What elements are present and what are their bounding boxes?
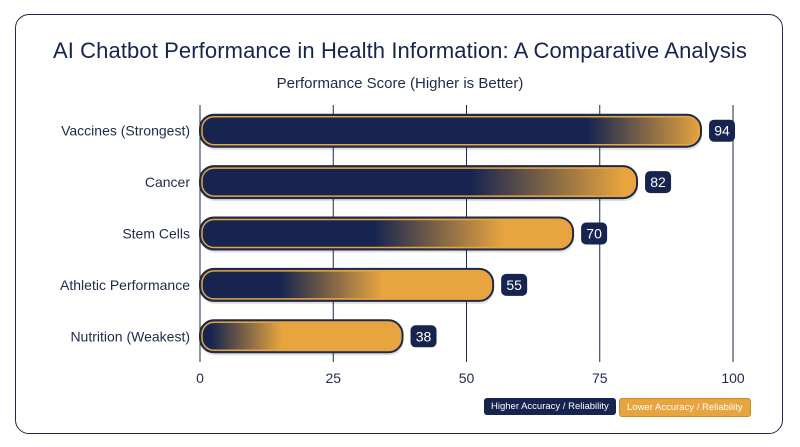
bar-highlight [201, 115, 700, 146]
value-badge [581, 222, 608, 245]
data-label: 55 [506, 277, 522, 293]
x-tick-label: 25 [325, 370, 341, 386]
y-tick-label: Stem Cells [122, 226, 190, 242]
y-tick-label: Vaccines (Strongest) [61, 123, 190, 139]
data-label: 82 [650, 174, 666, 190]
bar [199, 113, 703, 148]
x-tick-label: 0 [196, 370, 204, 386]
chart-subtitle: Performance Score (Higher is Better) [276, 75, 524, 92]
y-tick-label: Cancer [145, 174, 190, 190]
bar [199, 216, 575, 251]
value-badge [410, 325, 437, 348]
bar-highlight [201, 167, 636, 197]
bar-highlight [201, 270, 492, 300]
x-tick-label: 50 [459, 370, 475, 386]
chart-title: AI Chatbot Performance in Health Informa… [52, 38, 748, 63]
y-tick-label: Athletic Performance [60, 277, 190, 293]
bar [199, 267, 495, 302]
legend-low: Lower Accuracy / Reliability [619, 398, 751, 417]
bar [199, 319, 404, 354]
y-tick-label: Nutrition (Weakest) [70, 328, 190, 344]
bar-highlight [201, 218, 572, 249]
data-label: 70 [586, 226, 602, 242]
value-badge [709, 119, 736, 142]
x-tick-label: 100 [721, 370, 745, 386]
data-label: 94 [714, 123, 730, 139]
bar-highlight [201, 321, 402, 352]
x-tick-label: 75 [592, 370, 608, 386]
bar [199, 165, 639, 200]
legend-high: Higher Accuracy / Reliability [484, 398, 616, 415]
value-badge [501, 273, 528, 296]
data-label: 38 [416, 328, 432, 344]
value-badge [645, 171, 672, 194]
